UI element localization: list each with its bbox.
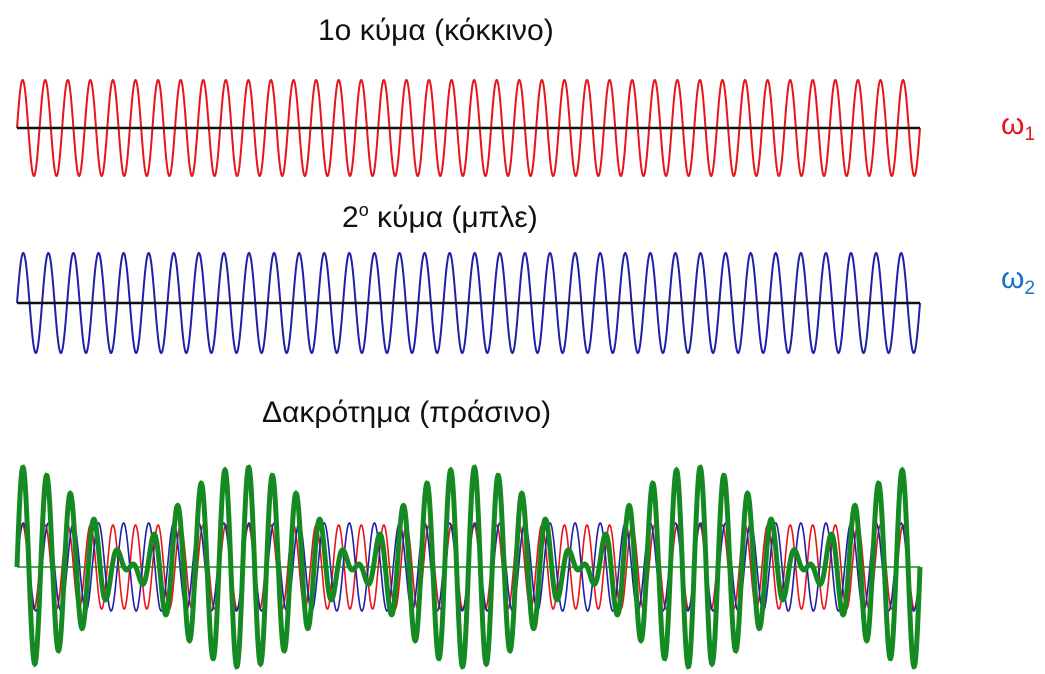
beat-plot <box>17 467 920 666</box>
wave2-plot <box>17 253 920 353</box>
wave1-plot <box>17 80 920 176</box>
